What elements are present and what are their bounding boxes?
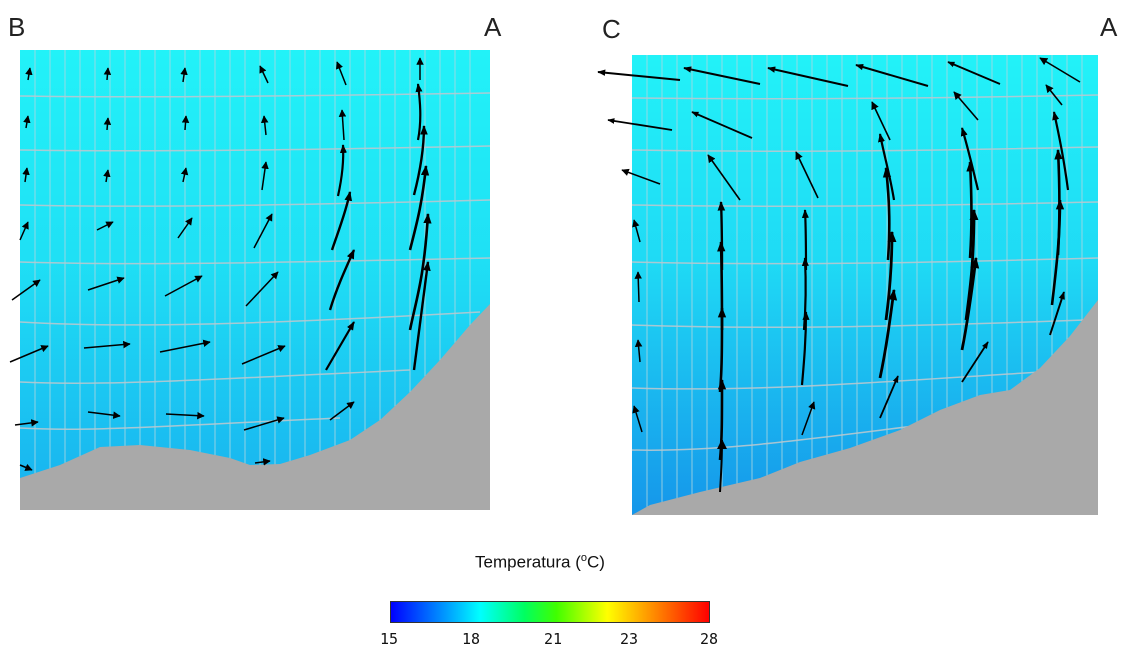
temperature-colorbar (390, 601, 710, 623)
legend-title-sup: o (580, 552, 587, 564)
legend-title-unit: C) (587, 552, 605, 572)
colorbar-tick-15: 15 (380, 630, 399, 648)
velocity-arrows-left (9, 57, 432, 471)
colorbar-tick-21: 21 (544, 630, 563, 648)
velocity-arrows-right (597, 57, 1081, 493)
legend-title: Temperatura (oC) (440, 552, 640, 573)
colorbar-tick-28: 28 (700, 630, 719, 648)
colorbar-tick-23: 23 (620, 630, 639, 648)
panel-c-label: C (602, 14, 621, 44)
colorbar-tick-18: 18 (462, 630, 481, 648)
panel-a-right-label: A (1100, 12, 1118, 42)
grid-left (34, 50, 471, 510)
layers-right (631, 94, 1099, 451)
seabed-right (632, 300, 1098, 515)
panel-b-label: B (8, 12, 26, 42)
layers-left (19, 92, 491, 431)
legend-title-text: Temperatura ( (475, 552, 581, 572)
seabed-left (20, 304, 490, 510)
panel-a-left-label: A (484, 12, 502, 42)
